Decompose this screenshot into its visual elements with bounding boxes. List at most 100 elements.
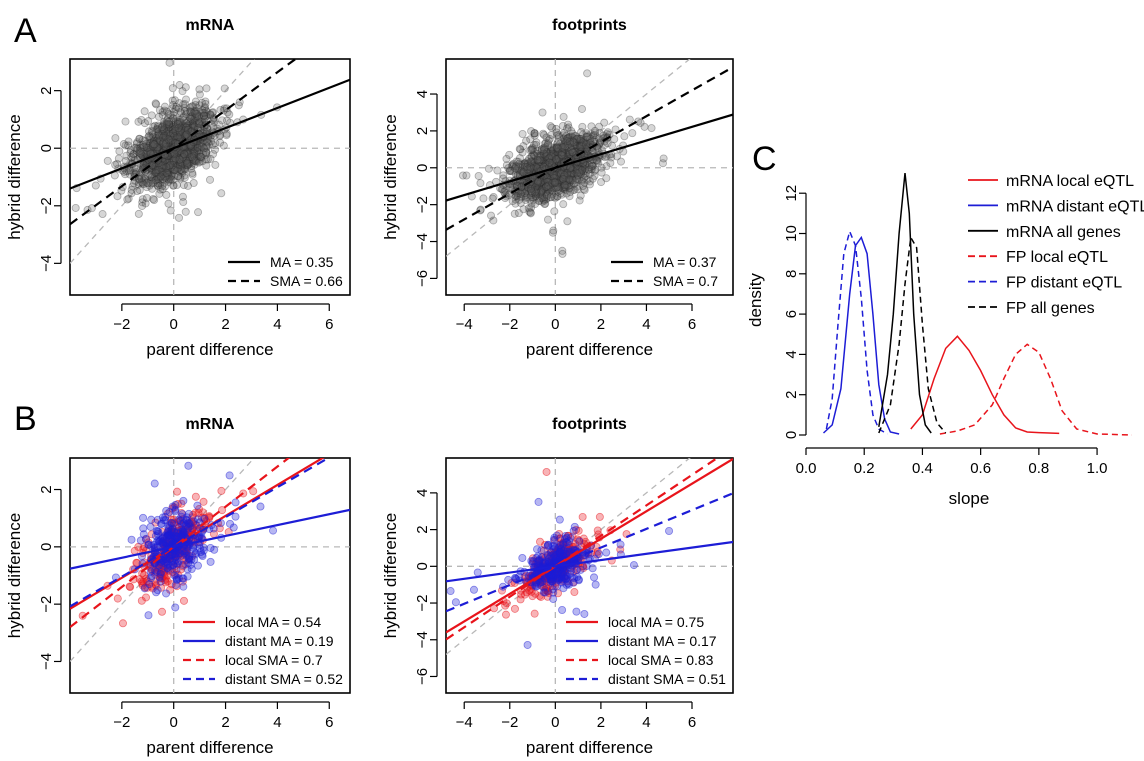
data-point-all: [181, 154, 190, 163]
x-tick-label: 0.8: [1028, 460, 1049, 477]
data-point-all: [182, 130, 191, 139]
data-point-all: [155, 172, 164, 181]
data-point-all: [179, 181, 188, 190]
data-point-local: [22, 667, 29, 674]
data-point-all: [181, 153, 190, 162]
data-point-local: [158, 607, 167, 616]
data-point-all: [180, 171, 189, 180]
data-point-all: [184, 159, 193, 168]
data-point-all: [141, 199, 150, 208]
data-point-local: [217, 486, 226, 495]
data-point-all: [150, 140, 159, 149]
data-point-local: [521, 590, 530, 599]
data-point-all: [147, 127, 156, 136]
data-point-all: [160, 119, 169, 128]
data-point-all: [175, 126, 184, 135]
data-point-all: [219, 141, 228, 150]
data-point-all: [150, 121, 159, 130]
data-point-all: [183, 158, 192, 167]
y-tick-label: 4: [783, 350, 800, 358]
data-point-all: [91, 181, 100, 190]
data-point-all: [175, 119, 184, 128]
data-point-all: [198, 142, 207, 151]
data-point-all: [542, 133, 551, 142]
data-point-all: [476, 179, 485, 188]
data-point-all: [171, 104, 180, 113]
data-point-all: [559, 112, 568, 121]
data-point-all: [172, 149, 181, 158]
data-point-distant: [534, 497, 543, 506]
data-point-all: [191, 109, 200, 118]
data-point-all: [156, 143, 165, 152]
data-point-all: [539, 145, 548, 154]
legend-label: distant SMA = 0.52: [225, 671, 343, 687]
y-tick-label: 2: [414, 127, 431, 135]
data-point-all: [169, 155, 178, 164]
data-point-all: [198, 108, 207, 117]
data-point-all: [203, 107, 212, 116]
data-point-all: [192, 155, 201, 164]
data-point-all: [190, 106, 199, 115]
data-point-all: [150, 145, 159, 154]
data-point-all: [176, 123, 185, 132]
data-point-all: [152, 125, 161, 134]
x-tick-label: 2: [597, 316, 605, 333]
data-point-all: [182, 122, 191, 131]
data-point-all: [168, 104, 177, 113]
data-point-all: [152, 141, 161, 150]
data-point-all: [592, 156, 601, 165]
data-point-all: [174, 172, 183, 181]
data-point-distant: [549, 594, 558, 603]
data-point-distant: [153, 527, 162, 536]
legend-label: mRNA distant eQTL: [1006, 198, 1144, 215]
data-point-all: [195, 120, 204, 129]
data-point-all: [175, 132, 184, 141]
data-point-all: [211, 139, 220, 148]
data-point-all: [199, 144, 208, 153]
data-point-all: [659, 154, 668, 163]
data-point-all: [158, 127, 167, 136]
data-point-distant: [572, 607, 581, 616]
data-point-all: [167, 132, 176, 141]
data-point-all: [113, 192, 122, 201]
data-point-all: [184, 157, 193, 166]
x-tick-label: 6: [688, 714, 696, 731]
data-point-all: [167, 127, 176, 136]
x-axis-label: parent difference: [526, 340, 653, 359]
data-point-all: [153, 137, 162, 146]
data-point-all: [186, 114, 195, 123]
data-point-all: [176, 129, 185, 138]
data-point-all: [210, 117, 219, 126]
data-point-all: [191, 155, 200, 164]
data-point-all: [578, 122, 587, 131]
y-tick-label: −4: [414, 233, 431, 250]
data-point-all: [184, 146, 193, 155]
data-point-distant: [179, 582, 188, 591]
data-point-all: [167, 171, 176, 180]
data-point-all: [175, 213, 184, 222]
data-point-all: [205, 140, 214, 149]
data-point-all: [170, 128, 179, 137]
data-point-all: [187, 121, 196, 130]
y-tick-label: 12: [783, 185, 800, 202]
data-point-all: [156, 131, 165, 140]
data-point-all: [177, 165, 186, 174]
data-point-all: [154, 168, 163, 177]
x-axis-label: slope: [949, 489, 990, 508]
data-point-all: [174, 134, 183, 143]
y-tick-label: 0: [38, 543, 55, 551]
data-point-distant: [602, 548, 611, 557]
chart-title: mRNA: [186, 416, 235, 433]
y-tick-label: 0: [414, 562, 431, 570]
data-point-all: [216, 131, 225, 140]
data-point-all: [179, 198, 188, 207]
data-point-all: [186, 107, 195, 116]
data-point-all: [142, 183, 151, 192]
data-point-all: [154, 179, 163, 188]
data-point-all: [184, 124, 193, 133]
data-point-all: [160, 102, 169, 111]
data-point-all: [179, 131, 188, 140]
data-point-all: [169, 138, 178, 147]
data-point-all: [185, 144, 194, 153]
